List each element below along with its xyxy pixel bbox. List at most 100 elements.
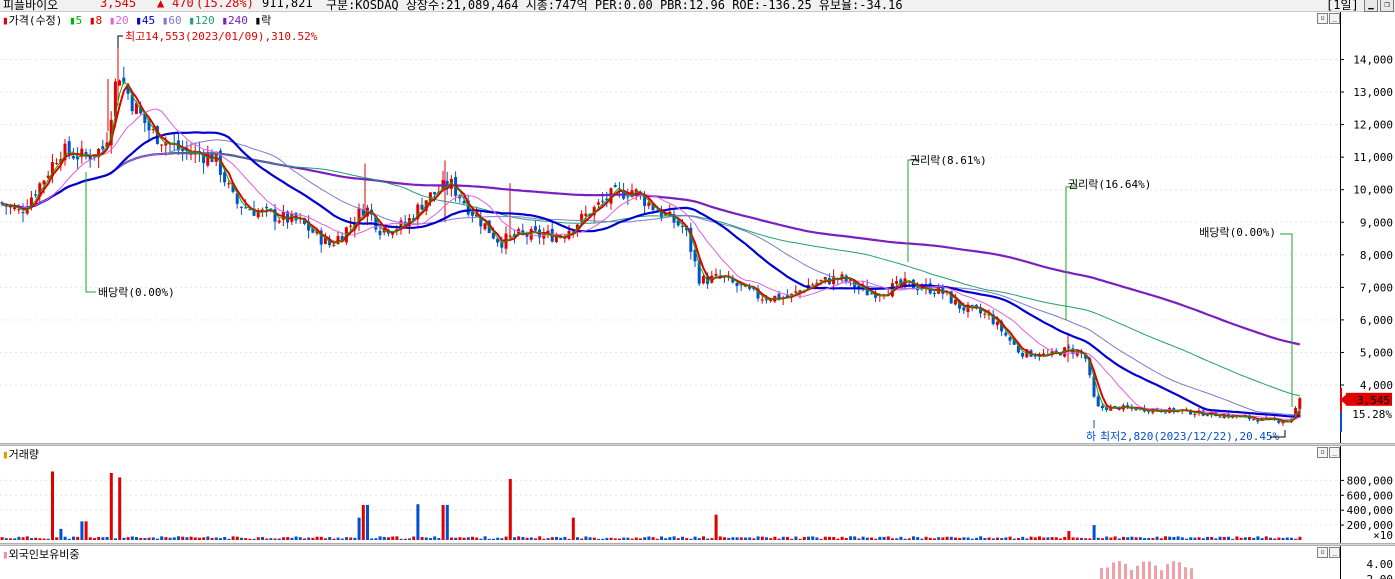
candle-body	[542, 234, 546, 239]
volume-bar	[84, 521, 88, 540]
pane-max-button[interactable]: ▫	[1317, 13, 1328, 24]
volume-bar	[479, 538, 483, 540]
volume-bar	[630, 538, 634, 540]
foreign-y-axis: 4.00 2.00	[1340, 546, 1395, 579]
volume-bar	[487, 538, 491, 540]
candle-body	[42, 180, 46, 185]
candle-body	[525, 234, 529, 237]
candle-body	[483, 223, 487, 230]
volume-bar	[387, 537, 390, 540]
candle-body	[462, 200, 466, 204]
legend-ma-240[interactable]: ▮240	[221, 14, 248, 27]
volume-bar	[1122, 536, 1125, 540]
price-chart[interactable]: 최고14,553(2023/01/09),310.52% 하 최저2,820(202…	[0, 12, 1340, 443]
volume-bar-marker	[1340, 411, 1342, 432]
volume-bar	[1092, 525, 1096, 540]
volume-bar	[1248, 537, 1251, 540]
volume-bar	[294, 536, 298, 540]
foreign-ownership-chart[interactable]	[0, 546, 1340, 579]
volume-bar	[286, 537, 290, 540]
volume-bar	[1189, 537, 1193, 540]
volume-bar	[93, 538, 96, 540]
price-chart-pane[interactable]: 최고14,553(2023/01/09),310.52% 하 최저2,820(202…	[0, 12, 1340, 443]
volume-bar	[450, 537, 453, 540]
candle-body	[1105, 407, 1109, 411]
volume-unit-label: ×10	[1373, 529, 1393, 542]
volume-chart[interactable]	[0, 446, 1340, 543]
restore-icon: ❐	[1384, 0, 1390, 10]
volume-bar	[991, 538, 995, 540]
pane-divider[interactable]	[0, 543, 1395, 546]
foreign-ownership-bar	[1118, 561, 1121, 579]
foreign-pane-min-button[interactable]: _	[1329, 547, 1340, 558]
legend-ma-5[interactable]: ▮5	[68, 14, 83, 27]
pane-min-button[interactable]: _	[1329, 13, 1340, 24]
volume-bar	[9, 538, 12, 540]
candle-body	[701, 276, 705, 284]
candle-body	[189, 153, 193, 155]
legend-ma-120[interactable]: ▮120	[188, 14, 215, 27]
candle-body	[332, 244, 336, 246]
volume-bar	[265, 538, 269, 540]
foreign-pane-max-button[interactable]: ▫	[1317, 547, 1328, 558]
volume-bar	[928, 537, 932, 540]
legend-ma-8[interactable]: ▮8	[88, 14, 103, 27]
candle-body	[21, 212, 25, 214]
volume-pane-min-button[interactable]: _	[1329, 447, 1340, 458]
legend-ma-60[interactable]: ▮60	[161, 14, 182, 27]
volume-bar	[143, 537, 147, 540]
restore-window-button[interactable]: ❐	[1380, 0, 1394, 12]
candle-body	[811, 284, 815, 286]
volume-bar	[949, 536, 953, 540]
pane-divider[interactable]	[0, 443, 1395, 446]
price-tick-label: 5,000	[1360, 346, 1393, 359]
volume-bar	[844, 537, 848, 540]
foreign-ownership-bar	[1142, 561, 1145, 579]
volume-bar	[966, 537, 970, 540]
volume-bar	[63, 536, 67, 540]
current-price-tag: 3,545	[1357, 394, 1390, 407]
legend-ma-45[interactable]: ▮45	[135, 14, 156, 27]
volume-bar	[429, 538, 432, 540]
candle-body	[50, 162, 54, 177]
volume-bar	[420, 536, 424, 540]
volume-bar	[252, 538, 256, 540]
volume-chart-pane[interactable]: ▮거래량 ▫ _	[0, 446, 1340, 543]
candle-body	[1294, 408, 1298, 419]
candle-body	[1000, 321, 1004, 332]
volume-bar	[1193, 537, 1197, 540]
candle-body	[88, 156, 92, 160]
current-price-pointer	[1340, 394, 1346, 405]
period-selector[interactable]: [1일]	[1326, 0, 1359, 12]
foreign-ownership-pane[interactable]: ▮외국인보유비중 ▫ _	[0, 546, 1340, 579]
ex-rights-1-annotation: 권리락(8.61%)	[910, 154, 987, 167]
candle-body	[273, 209, 277, 222]
volume-pane-max-button[interactable]: ▫	[1317, 447, 1328, 458]
volume-bar	[550, 537, 554, 540]
ex-dividend-1-line	[85, 172, 96, 293]
volume-bar	[874, 538, 878, 540]
volume-bar	[643, 537, 647, 540]
volume-bar	[760, 536, 764, 540]
legend-ma-20[interactable]: ▮20	[108, 14, 129, 27]
volume-bar	[815, 537, 819, 540]
minimize-window-button[interactable]: ▁	[1364, 0, 1378, 12]
candle-body	[466, 200, 470, 215]
volume-bar	[496, 537, 500, 540]
volume-bar	[59, 528, 63, 540]
volume-bar	[1180, 537, 1184, 540]
candle-body	[819, 280, 823, 282]
volume-bar	[424, 537, 428, 540]
square-icon: ▫	[1320, 447, 1325, 456]
candle-body	[252, 208, 256, 216]
candle-body	[580, 213, 584, 222]
volume-bar	[319, 536, 323, 540]
volume-bar	[790, 538, 794, 540]
volume-bar	[1059, 538, 1062, 540]
candle-body	[433, 192, 437, 195]
volume-bar	[588, 537, 592, 540]
legend-ex-marker[interactable]: ▮락	[254, 14, 272, 27]
volume-bar	[731, 537, 735, 540]
volume-bar	[391, 536, 395, 540]
candle-body	[399, 220, 403, 229]
